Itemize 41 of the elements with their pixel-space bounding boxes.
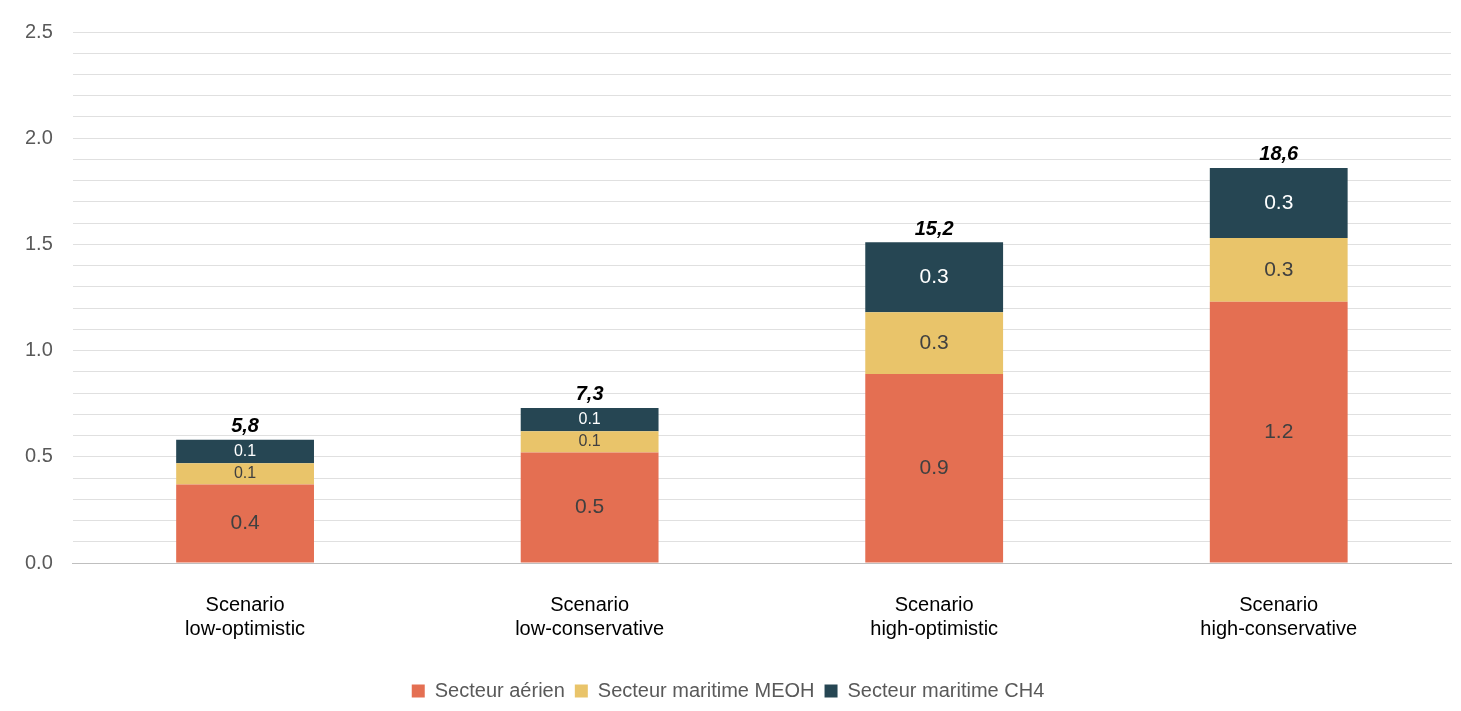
bar (1209, 238, 1348, 302)
bar (865, 242, 1004, 313)
data-label: 1.2 (1264, 418, 1294, 442)
text: 0.0 (24, 550, 53, 573)
data-label: 0.3 (919, 329, 949, 353)
data-label: 0.5 (575, 494, 605, 518)
x-tick-label: Scenario low-conservative (515, 592, 665, 639)
bar (520, 452, 659, 563)
data-label: 0.3 (1264, 189, 1294, 213)
y-tick-label: 0.5 (24, 444, 53, 467)
y-tick-label: 2.0 (24, 125, 53, 148)
data-label: 0.3 (919, 264, 949, 288)
bar (176, 484, 314, 563)
annotation: 5,8 (231, 414, 260, 437)
data-label: 0.4 (230, 510, 260, 534)
legend-label: Secteur maritime CH4 (847, 678, 1045, 701)
y-tick-label: 1.5 (24, 231, 53, 254)
bar (1209, 301, 1348, 563)
data-label: 0.1 (578, 410, 601, 428)
bar (520, 431, 659, 453)
x-tick-label: Scenario high-conservative (1200, 592, 1358, 639)
legend-label: Secteur maritime MEOH (597, 678, 815, 701)
y-tick-label: 1.0 (24, 338, 53, 361)
data-label: 0.3 (1264, 256, 1294, 280)
x-tick-label: Scenario high-optimistic (870, 592, 999, 639)
bar (176, 439, 314, 464)
data-label: 0.1 (233, 441, 257, 459)
annotation: 15,2 (914, 216, 954, 239)
data-label: 0.9 (919, 455, 949, 479)
bar (865, 312, 1004, 374)
legend-label: Secteur aérien (434, 678, 565, 701)
x-tick-label: Scenario low-optimistic (185, 592, 306, 639)
bar (176, 463, 314, 485)
annotation: 18,6 (1259, 142, 1300, 165)
annotation: 7,3 (575, 382, 604, 405)
data-label: 0.1 (578, 432, 601, 450)
bar (865, 373, 1004, 563)
y-tick-label: 2.5 (24, 19, 53, 42)
data-label: 0.1 (233, 464, 257, 482)
bar (1209, 167, 1348, 239)
bar (520, 407, 659, 432)
